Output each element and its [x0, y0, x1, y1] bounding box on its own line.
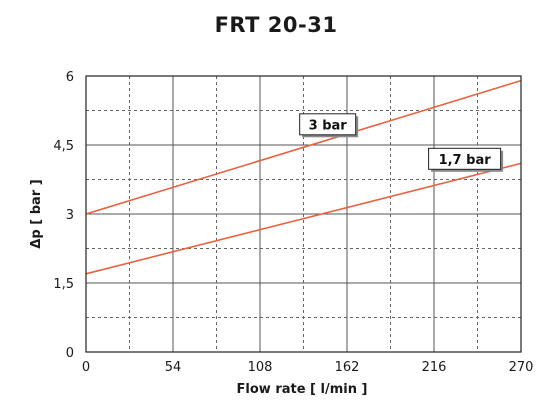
x-axis-label: Flow rate [ l/min ]	[237, 382, 368, 397]
series-line-0	[85, 79, 522, 215]
grid	[86, 76, 521, 352]
x-tick-label: 162	[335, 360, 360, 375]
chart-title: FRT 20-31	[215, 13, 338, 37]
x-tick-label: 216	[422, 360, 447, 375]
y-tick-label: 0	[66, 346, 74, 361]
y-tick-label: 4,5	[53, 139, 74, 154]
plot-frame	[85, 75, 522, 353]
x-tick-label: 0	[82, 360, 90, 375]
series-label-box	[299, 113, 357, 136]
tick-labels: 0 54 108 162 216 270 0 1,5 3 4,5 6	[53, 70, 533, 375]
x-tick-label: 270	[509, 360, 534, 375]
y-tick-label: 3	[66, 208, 74, 223]
series-labels: 3 bar 1,7 bar	[299, 113, 504, 172]
series-label-1: 1,7 bar	[428, 147, 504, 172]
series-label-box	[428, 147, 502, 170]
series-line-1	[85, 162, 522, 275]
y-axis-label: Δp [ bar ]	[29, 179, 44, 248]
series-label-text: 3 bar	[309, 118, 348, 133]
series-label-text: 1,7 bar	[439, 153, 492, 168]
x-tick-label: 108	[248, 360, 273, 375]
series-lines	[85, 79, 522, 275]
x-tick-label: 54	[165, 360, 182, 375]
y-tick-label: 6	[66, 70, 74, 85]
y-tick-label: 1,5	[53, 277, 74, 292]
series-label-0: 3 bar	[299, 113, 359, 138]
